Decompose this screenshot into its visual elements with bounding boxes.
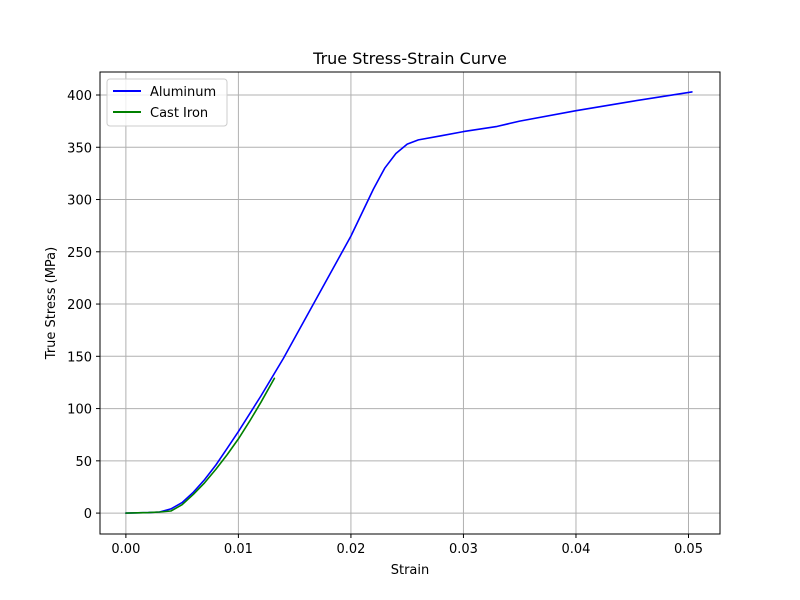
- x-tick-label: 0.03: [449, 542, 478, 557]
- series-lines: [125, 91, 693, 514]
- y-axis-label: True Stress (MPa): [44, 247, 59, 360]
- y-tick-label: 400: [67, 89, 92, 104]
- y-tick-label: 300: [67, 194, 92, 209]
- y-tick-label: 150: [67, 350, 92, 365]
- legend: Aluminum Cast Iron: [106, 78, 228, 127]
- grid: [100, 72, 720, 534]
- series-line-cast-iron: [125, 377, 276, 514]
- x-tick-label: 0.02: [336, 542, 365, 557]
- x-tick-label: 0.05: [674, 542, 703, 557]
- y-tick-label: 100: [67, 403, 92, 418]
- y-tick-label: 200: [67, 298, 92, 313]
- chart-title: True Stress-Strain Curve: [312, 49, 507, 68]
- series-line-aluminum: [125, 91, 693, 514]
- y-tick-label: 250: [67, 246, 92, 261]
- x-axis-label: Strain: [391, 563, 430, 578]
- x-tick-label: 0.00: [111, 542, 140, 557]
- axis-ticks: 0.00 0.01 0.02 0.03 0.04 0.05 0 50 100 150 200 250 3…: [67, 89, 703, 557]
- y-tick-label: 50: [75, 455, 92, 470]
- y-tick-label: 350: [67, 141, 92, 156]
- legend-label-aluminum: Aluminum: [150, 85, 216, 100]
- plot-frame: [99, 71, 721, 535]
- y-tick-label: 0: [84, 507, 92, 522]
- x-tick-label: 0.04: [561, 542, 590, 557]
- legend-label-cast-iron: Cast Iron: [150, 106, 208, 121]
- x-tick-label: 0.01: [224, 542, 253, 557]
